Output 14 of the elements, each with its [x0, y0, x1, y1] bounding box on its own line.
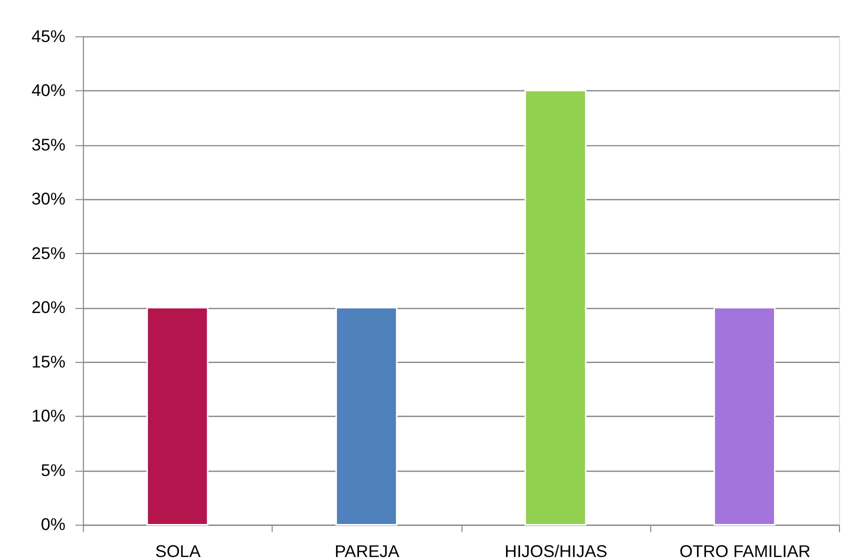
- x-tick-label: OTRO FAMILIAR: [679, 542, 811, 558]
- y-tick-label: 10%: [31, 406, 66, 426]
- y-tick-label: 45%: [31, 26, 66, 46]
- x-tick-label: SOLA: [155, 542, 202, 558]
- y-tick-label: 0%: [40, 515, 66, 534]
- y-tick-label: 35%: [31, 135, 66, 154]
- y-tick-label: 25%: [31, 244, 66, 263]
- y-tick-label: 15%: [31, 352, 66, 372]
- y-tick-label: 20%: [31, 298, 66, 318]
- y-tick-label: 40%: [31, 81, 66, 100]
- y-tick-label: 5%: [40, 460, 66, 480]
- x-tick-label: HIJOS/HIJAS: [504, 542, 608, 558]
- y-tick-label: 30%: [31, 190, 66, 209]
- x-tick-label: PAREJA: [334, 542, 400, 558]
